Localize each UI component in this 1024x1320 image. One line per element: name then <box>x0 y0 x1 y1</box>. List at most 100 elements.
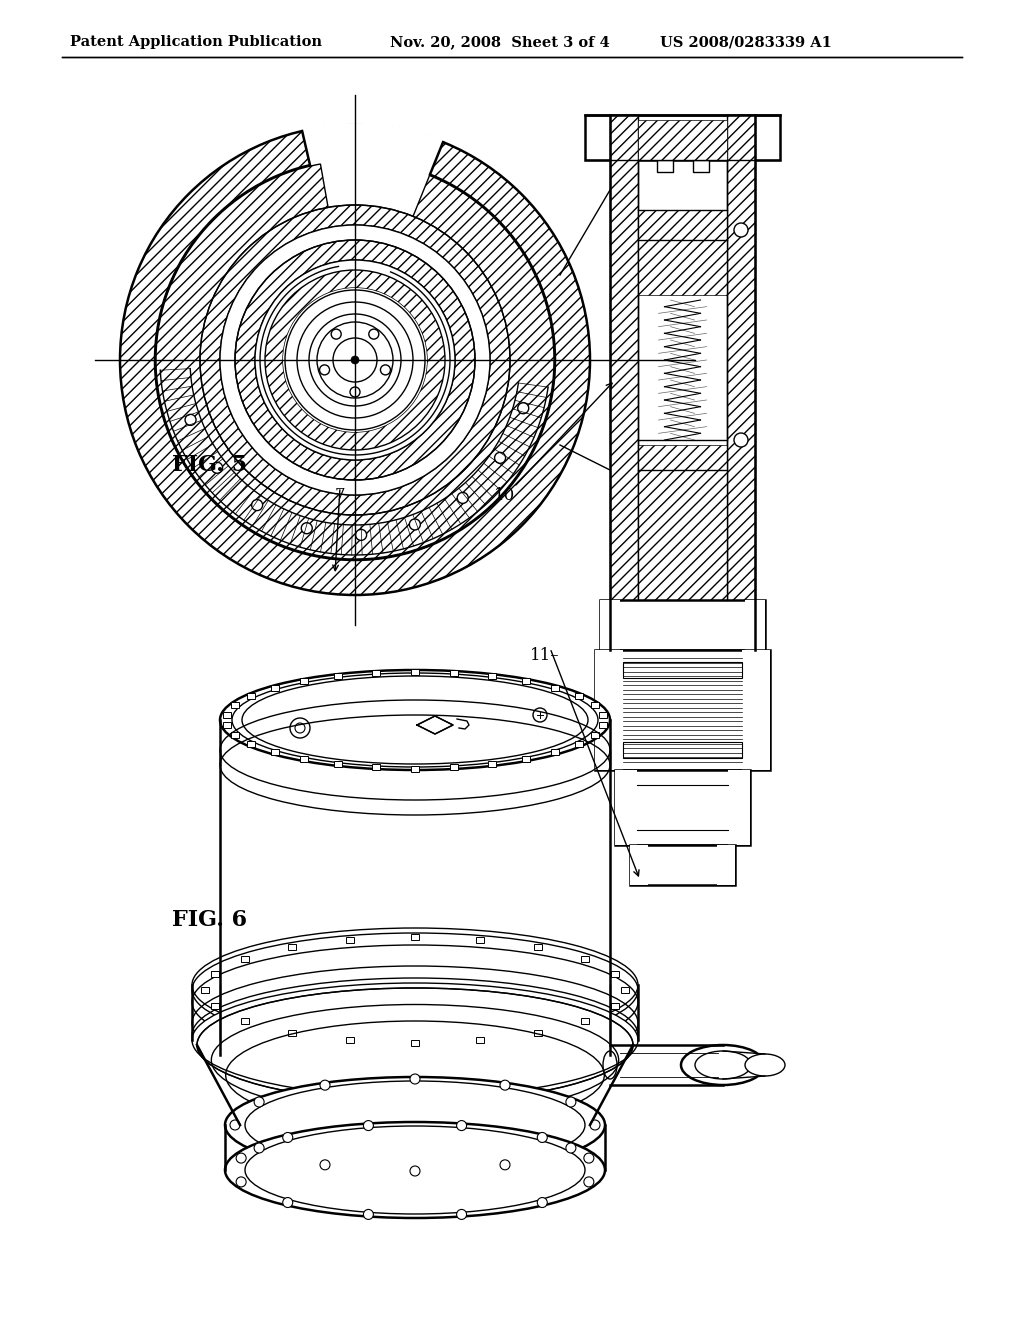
Ellipse shape <box>695 1051 751 1078</box>
Bar <box>638 445 727 601</box>
Text: FIG. 6: FIG. 6 <box>172 909 247 931</box>
Bar <box>223 711 231 718</box>
Bar <box>581 1018 589 1024</box>
Circle shape <box>321 1080 330 1090</box>
Bar <box>630 845 648 884</box>
Bar <box>656 160 673 172</box>
Bar <box>372 764 380 771</box>
Bar <box>600 601 620 649</box>
Bar <box>300 756 308 762</box>
Bar <box>248 742 255 747</box>
Circle shape <box>252 499 262 511</box>
Bar <box>638 210 727 294</box>
Bar <box>270 750 279 755</box>
Text: 7: 7 <box>335 487 345 503</box>
Bar <box>535 944 543 950</box>
Bar <box>745 601 765 649</box>
Bar <box>487 762 496 767</box>
Bar <box>372 669 380 676</box>
Circle shape <box>518 403 528 413</box>
Bar <box>574 742 583 747</box>
Bar <box>727 115 755 649</box>
Bar <box>231 733 240 738</box>
Circle shape <box>237 1177 246 1187</box>
Bar <box>288 944 296 950</box>
Circle shape <box>319 364 330 375</box>
Circle shape <box>734 433 748 447</box>
Wedge shape <box>302 123 443 360</box>
Bar <box>610 970 618 977</box>
Ellipse shape <box>242 676 588 764</box>
Text: Nov. 20, 2008  Sheet 3 of 4: Nov. 20, 2008 Sheet 3 of 4 <box>390 36 609 49</box>
Bar <box>728 770 750 845</box>
Circle shape <box>301 523 312 533</box>
Wedge shape <box>156 164 554 558</box>
Bar <box>451 764 459 771</box>
Circle shape <box>410 1166 420 1176</box>
Bar <box>638 120 727 160</box>
Circle shape <box>410 519 421 529</box>
Bar <box>621 987 629 993</box>
Bar <box>346 937 354 942</box>
Ellipse shape <box>232 673 598 767</box>
Circle shape <box>410 1074 420 1084</box>
Bar <box>241 1018 249 1024</box>
Bar <box>451 669 459 676</box>
Bar <box>522 756 530 762</box>
Bar <box>487 673 496 678</box>
Circle shape <box>500 1160 510 1170</box>
Bar <box>585 115 780 160</box>
Ellipse shape <box>193 928 638 1041</box>
Wedge shape <box>265 271 445 450</box>
Bar <box>599 722 607 729</box>
Bar <box>346 1038 354 1043</box>
Bar <box>742 649 770 770</box>
Bar <box>591 702 599 708</box>
Circle shape <box>355 529 367 540</box>
Circle shape <box>283 288 427 432</box>
Bar <box>590 120 775 154</box>
Wedge shape <box>200 205 510 515</box>
Bar <box>270 685 279 690</box>
Circle shape <box>237 1154 246 1163</box>
Circle shape <box>457 1209 467 1220</box>
Circle shape <box>369 329 379 339</box>
Polygon shape <box>417 715 453 734</box>
Wedge shape <box>120 125 590 595</box>
Bar <box>615 770 750 845</box>
Bar <box>334 762 342 767</box>
Bar <box>535 1030 543 1036</box>
Ellipse shape <box>193 983 638 1097</box>
Bar <box>599 711 607 718</box>
Circle shape <box>255 260 455 459</box>
Circle shape <box>260 265 450 455</box>
Ellipse shape <box>225 1122 605 1218</box>
Text: FIG. 5: FIG. 5 <box>172 454 247 477</box>
Circle shape <box>534 708 547 722</box>
Bar <box>692 160 709 172</box>
Bar <box>411 935 419 940</box>
Circle shape <box>254 1097 264 1107</box>
Circle shape <box>457 1121 467 1130</box>
Bar <box>600 601 765 649</box>
Text: 11–: 11– <box>530 647 560 664</box>
Bar <box>231 702 240 708</box>
Text: 10: 10 <box>494 487 515 503</box>
Circle shape <box>331 329 341 339</box>
Bar <box>615 770 637 845</box>
Bar <box>574 693 583 698</box>
Bar <box>610 1003 618 1010</box>
Bar <box>552 750 559 755</box>
Bar <box>552 685 559 690</box>
Bar <box>288 1030 296 1036</box>
Circle shape <box>500 1080 510 1090</box>
Bar <box>623 663 742 678</box>
Circle shape <box>350 387 360 397</box>
Circle shape <box>212 462 222 474</box>
Circle shape <box>283 1133 293 1143</box>
Circle shape <box>566 1097 575 1107</box>
Circle shape <box>220 224 490 495</box>
Bar <box>411 1040 419 1045</box>
Bar <box>248 693 255 698</box>
Bar <box>201 987 209 993</box>
